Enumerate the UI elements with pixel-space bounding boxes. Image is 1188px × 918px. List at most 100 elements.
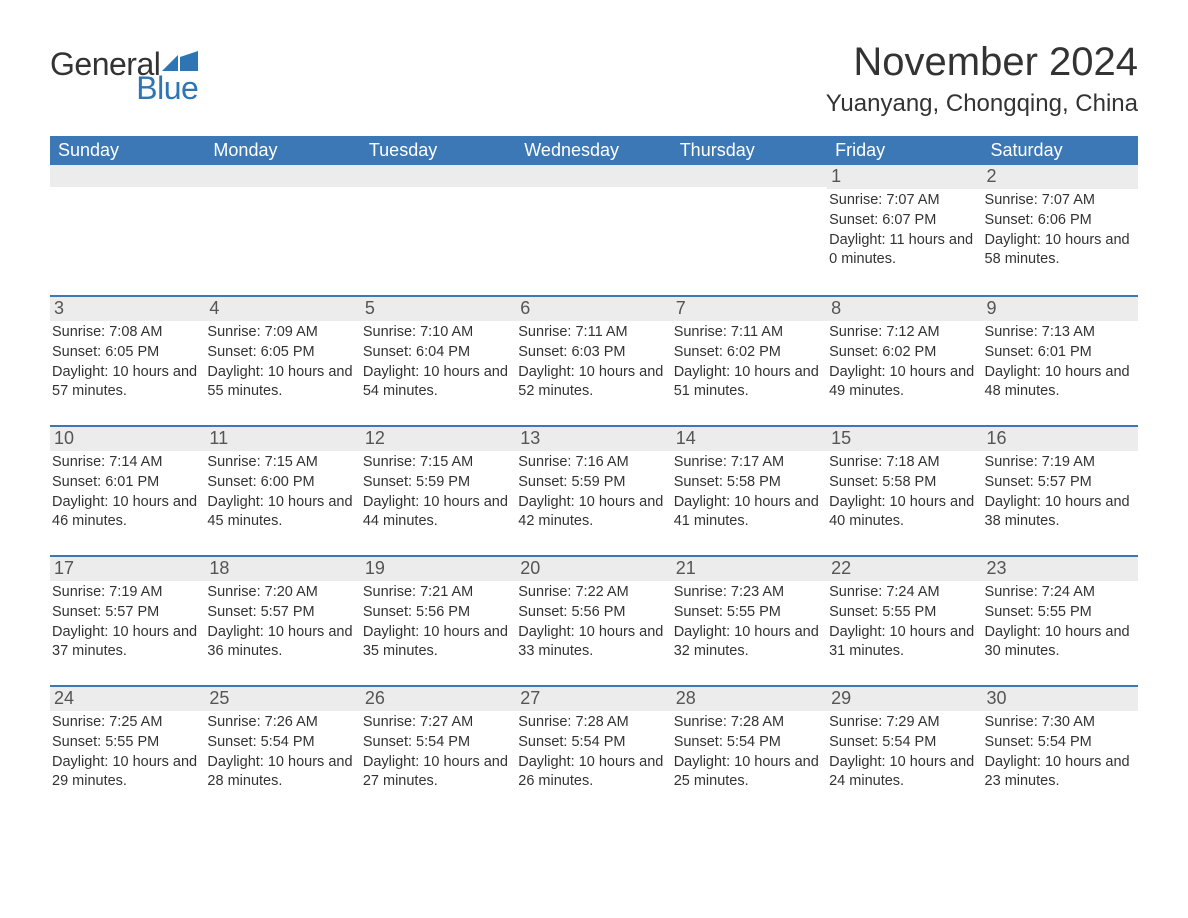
- calendar-empty-cell: [50, 165, 205, 295]
- day-number: 27: [516, 685, 671, 711]
- sunrise-line: Sunrise: 7:18 AM: [829, 453, 980, 473]
- sunset-line: Sunset: 5:56 PM: [518, 603, 669, 623]
- empty-day-bar: [672, 165, 827, 187]
- day-number: 16: [983, 425, 1138, 451]
- calendar-day-cell: 26Sunrise: 7:27 AMSunset: 5:54 PMDayligh…: [361, 685, 516, 815]
- calendar-day-cell: 3Sunrise: 7:08 AMSunset: 6:05 PMDaylight…: [50, 295, 205, 425]
- day-detail: Sunrise: 7:19 AMSunset: 5:57 PMDaylight:…: [50, 583, 205, 661]
- page-header: General Blue November 2024 Yuanyang, Cho…: [50, 40, 1138, 118]
- day-detail: Sunrise: 7:21 AMSunset: 5:56 PMDaylight:…: [361, 583, 516, 661]
- daylight-line: Daylight: 10 hours and 44 minutes.: [363, 493, 514, 532]
- day-number: 22: [827, 555, 982, 581]
- day-detail: Sunrise: 7:18 AMSunset: 5:58 PMDaylight:…: [827, 453, 982, 531]
- sunrise-line: Sunrise: 7:30 AM: [985, 713, 1136, 733]
- daylight-line: Daylight: 10 hours and 24 minutes.: [829, 753, 980, 792]
- daylight-line: Daylight: 10 hours and 51 minutes.: [674, 363, 825, 402]
- calendar-day-cell: 4Sunrise: 7:09 AMSunset: 6:05 PMDaylight…: [205, 295, 360, 425]
- column-header: Tuesday: [361, 136, 516, 165]
- sunset-line: Sunset: 5:54 PM: [829, 733, 980, 753]
- sunrise-line: Sunrise: 7:27 AM: [363, 713, 514, 733]
- sunset-line: Sunset: 6:00 PM: [207, 473, 358, 493]
- daylight-line: Daylight: 10 hours and 31 minutes.: [829, 623, 980, 662]
- calendar-day-cell: 14Sunrise: 7:17 AMSunset: 5:58 PMDayligh…: [672, 425, 827, 555]
- sunrise-line: Sunrise: 7:14 AM: [52, 453, 203, 473]
- sunset-line: Sunset: 6:05 PM: [52, 343, 203, 363]
- daylight-line: Daylight: 10 hours and 32 minutes.: [674, 623, 825, 662]
- sunrise-line: Sunrise: 7:15 AM: [207, 453, 358, 473]
- calendar-day-cell: 28Sunrise: 7:28 AMSunset: 5:54 PMDayligh…: [672, 685, 827, 815]
- daylight-line: Daylight: 10 hours and 58 minutes.: [985, 231, 1136, 270]
- sunrise-line: Sunrise: 7:22 AM: [518, 583, 669, 603]
- empty-day-bar: [205, 165, 360, 187]
- calendar-empty-cell: [516, 165, 671, 295]
- calendar-day-cell: 22Sunrise: 7:24 AMSunset: 5:55 PMDayligh…: [827, 555, 982, 685]
- day-detail: Sunrise: 7:28 AMSunset: 5:54 PMDaylight:…: [516, 713, 671, 791]
- day-detail: Sunrise: 7:15 AMSunset: 5:59 PMDaylight:…: [361, 453, 516, 531]
- day-detail: Sunrise: 7:23 AMSunset: 5:55 PMDaylight:…: [672, 583, 827, 661]
- day-detail: Sunrise: 7:07 AMSunset: 6:07 PMDaylight:…: [827, 191, 982, 269]
- calendar-week-row: 1Sunrise: 7:07 AMSunset: 6:07 PMDaylight…: [50, 165, 1138, 295]
- calendar-day-cell: 9Sunrise: 7:13 AMSunset: 6:01 PMDaylight…: [983, 295, 1138, 425]
- sunrise-line: Sunrise: 7:23 AM: [674, 583, 825, 603]
- calendar-body: 1Sunrise: 7:07 AMSunset: 6:07 PMDaylight…: [50, 165, 1138, 815]
- day-number: 5: [361, 295, 516, 321]
- day-number: 17: [50, 555, 205, 581]
- daylight-line: Daylight: 10 hours and 42 minutes.: [518, 493, 669, 532]
- daylight-line: Daylight: 10 hours and 40 minutes.: [829, 493, 980, 532]
- sunset-line: Sunset: 5:54 PM: [363, 733, 514, 753]
- day-number: 29: [827, 685, 982, 711]
- title-block: November 2024 Yuanyang, Chongqing, China: [826, 40, 1138, 118]
- sunrise-line: Sunrise: 7:26 AM: [207, 713, 358, 733]
- sunset-line: Sunset: 6:04 PM: [363, 343, 514, 363]
- sunset-line: Sunset: 5:55 PM: [829, 603, 980, 623]
- daylight-line: Daylight: 10 hours and 26 minutes.: [518, 753, 669, 792]
- day-detail: Sunrise: 7:16 AMSunset: 5:59 PMDaylight:…: [516, 453, 671, 531]
- sunset-line: Sunset: 6:02 PM: [829, 343, 980, 363]
- day-number: 10: [50, 425, 205, 451]
- sunset-line: Sunset: 6:05 PM: [207, 343, 358, 363]
- daylight-line: Daylight: 10 hours and 36 minutes.: [207, 623, 358, 662]
- empty-day-bar: [50, 165, 205, 187]
- calendar-day-cell: 12Sunrise: 7:15 AMSunset: 5:59 PMDayligh…: [361, 425, 516, 555]
- column-header: Monday: [205, 136, 360, 165]
- daylight-line: Daylight: 10 hours and 57 minutes.: [52, 363, 203, 402]
- calendar-day-cell: 20Sunrise: 7:22 AMSunset: 5:56 PMDayligh…: [516, 555, 671, 685]
- day-number: 18: [205, 555, 360, 581]
- column-header: Wednesday: [516, 136, 671, 165]
- day-number: 13: [516, 425, 671, 451]
- sunset-line: Sunset: 5:54 PM: [207, 733, 358, 753]
- sunset-line: Sunset: 5:54 PM: [518, 733, 669, 753]
- day-number: 26: [361, 685, 516, 711]
- daylight-line: Daylight: 10 hours and 55 minutes.: [207, 363, 358, 402]
- sunrise-line: Sunrise: 7:19 AM: [985, 453, 1136, 473]
- calendar-day-cell: 13Sunrise: 7:16 AMSunset: 5:59 PMDayligh…: [516, 425, 671, 555]
- day-detail: Sunrise: 7:14 AMSunset: 6:01 PMDaylight:…: [50, 453, 205, 531]
- sunrise-line: Sunrise: 7:28 AM: [518, 713, 669, 733]
- sunset-line: Sunset: 5:58 PM: [829, 473, 980, 493]
- column-header: Friday: [827, 136, 982, 165]
- day-number: 15: [827, 425, 982, 451]
- column-header: Saturday: [983, 136, 1138, 165]
- sunset-line: Sunset: 6:02 PM: [674, 343, 825, 363]
- calendar-day-cell: 23Sunrise: 7:24 AMSunset: 5:55 PMDayligh…: [983, 555, 1138, 685]
- calendar-day-cell: 27Sunrise: 7:28 AMSunset: 5:54 PMDayligh…: [516, 685, 671, 815]
- day-detail: Sunrise: 7:17 AMSunset: 5:58 PMDaylight:…: [672, 453, 827, 531]
- calendar-day-cell: 30Sunrise: 7:30 AMSunset: 5:54 PMDayligh…: [983, 685, 1138, 815]
- day-detail: Sunrise: 7:19 AMSunset: 5:57 PMDaylight:…: [983, 453, 1138, 531]
- daylight-line: Daylight: 10 hours and 27 minutes.: [363, 753, 514, 792]
- calendar-day-cell: 5Sunrise: 7:10 AMSunset: 6:04 PMDaylight…: [361, 295, 516, 425]
- day-detail: Sunrise: 7:08 AMSunset: 6:05 PMDaylight:…: [50, 323, 205, 401]
- sunrise-line: Sunrise: 7:21 AM: [363, 583, 514, 603]
- sunset-line: Sunset: 6:01 PM: [52, 473, 203, 493]
- sunset-line: Sunset: 5:54 PM: [985, 733, 1136, 753]
- daylight-line: Daylight: 10 hours and 52 minutes.: [518, 363, 669, 402]
- sunrise-line: Sunrise: 7:12 AM: [829, 323, 980, 343]
- day-number: 23: [983, 555, 1138, 581]
- sunrise-line: Sunrise: 7:10 AM: [363, 323, 514, 343]
- day-detail: Sunrise: 7:29 AMSunset: 5:54 PMDaylight:…: [827, 713, 982, 791]
- sunset-line: Sunset: 6:01 PM: [985, 343, 1136, 363]
- calendar-day-cell: 18Sunrise: 7:20 AMSunset: 5:57 PMDayligh…: [205, 555, 360, 685]
- daylight-line: Daylight: 10 hours and 35 minutes.: [363, 623, 514, 662]
- daylight-line: Daylight: 10 hours and 37 minutes.: [52, 623, 203, 662]
- daylight-line: Daylight: 10 hours and 49 minutes.: [829, 363, 980, 402]
